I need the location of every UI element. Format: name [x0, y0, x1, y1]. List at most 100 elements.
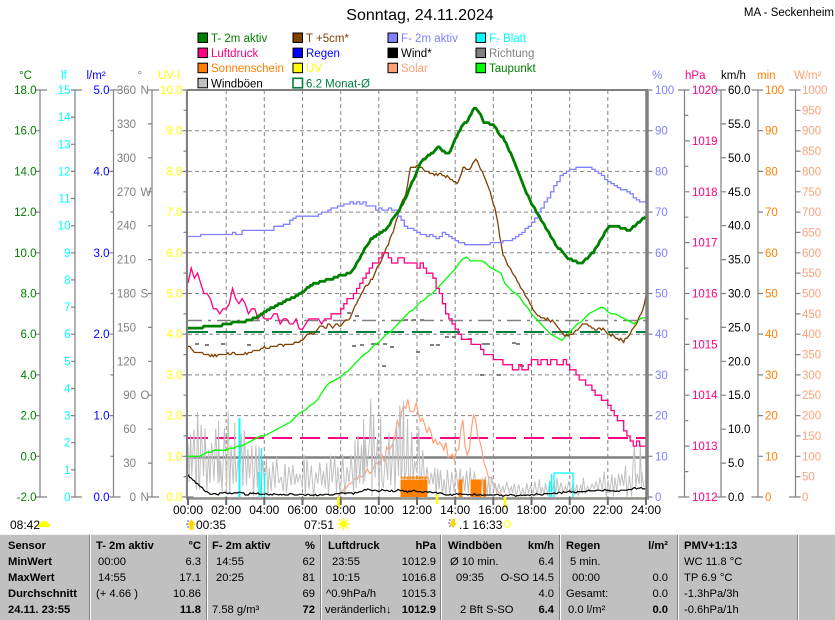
svg-text:Taupunkt: Taupunkt	[489, 63, 536, 75]
svg-text:MA - Seckenheim: MA - Seckenheim	[744, 7, 834, 19]
svg-text:1014: 1014	[692, 390, 718, 402]
svg-text:90: 90	[123, 390, 136, 402]
svg-text:Richtung: Richtung	[489, 48, 534, 60]
svg-text:Sonnenschein: Sonnenschein	[211, 63, 284, 75]
svg-text:1017: 1017	[692, 238, 718, 250]
svg-text:450: 450	[802, 309, 821, 321]
svg-text:1.0: 1.0	[94, 411, 110, 423]
svg-text:07:51: 07:51	[304, 518, 334, 532]
svg-text:240: 240	[117, 221, 136, 233]
svg-text:18.0: 18.0	[14, 85, 36, 97]
svg-text:Luftdruck: Luftdruck	[211, 48, 259, 60]
svg-text:150: 150	[802, 431, 821, 443]
svg-text:100: 100	[655, 85, 674, 97]
svg-text:60: 60	[655, 248, 668, 260]
svg-text:1016: 1016	[692, 289, 718, 301]
svg-text:210: 210	[117, 255, 136, 267]
svg-text:1020: 1020	[692, 85, 718, 97]
svg-text:12: 12	[58, 166, 71, 178]
svg-text:T- 2m aktiv: T- 2m aktiv	[211, 33, 267, 45]
svg-text:70: 70	[655, 207, 668, 219]
svg-text:%: %	[652, 70, 662, 82]
svg-text:40: 40	[655, 329, 668, 341]
svg-text:0: 0	[802, 492, 808, 504]
svg-text:16:00: 16:00	[478, 503, 508, 517]
svg-text:120: 120	[117, 356, 136, 368]
svg-text:km/h: km/h	[721, 70, 746, 82]
svg-text:1013: 1013	[692, 441, 718, 453]
svg-text:5: 5	[64, 356, 70, 368]
svg-text:00:00: 00:00	[173, 503, 203, 517]
svg-text:20.0: 20.0	[728, 356, 750, 368]
svg-text:10.0: 10.0	[14, 248, 36, 260]
svg-text:UV: UV	[306, 63, 322, 75]
svg-text:60: 60	[765, 248, 778, 260]
svg-text:UV-I: UV-I	[158, 70, 180, 82]
svg-text:9: 9	[64, 248, 70, 260]
svg-text:20: 20	[655, 411, 668, 423]
svg-text:500: 500	[802, 289, 821, 301]
svg-text:0: 0	[765, 492, 771, 504]
svg-text:08:42: 08:42	[10, 518, 40, 532]
svg-text:800: 800	[802, 166, 821, 178]
svg-text:0.0: 0.0	[94, 492, 110, 504]
svg-text:0: 0	[130, 492, 136, 504]
svg-text:F- Blatt: F- Blatt	[489, 33, 527, 45]
svg-text:18:00: 18:00	[516, 503, 546, 517]
svg-text:11: 11	[59, 194, 71, 206]
svg-text:650: 650	[802, 227, 821, 239]
svg-text:80: 80	[655, 166, 668, 178]
svg-text:60: 60	[123, 424, 136, 436]
svg-text:15.0: 15.0	[728, 390, 750, 402]
svg-text:8.0: 8.0	[167, 166, 183, 178]
svg-text:350: 350	[802, 350, 821, 362]
svg-text:180: 180	[117, 289, 136, 301]
svg-text:20:00: 20:00	[555, 503, 585, 517]
svg-text:50: 50	[802, 472, 815, 484]
svg-text:02:00: 02:00	[211, 503, 241, 517]
svg-text:360: 360	[117, 85, 136, 97]
svg-text:4.0: 4.0	[21, 370, 37, 382]
svg-text:20: 20	[765, 411, 778, 423]
svg-text:lf: lf	[61, 70, 68, 82]
svg-text:16.0: 16.0	[14, 126, 36, 138]
svg-text:N: N	[141, 492, 149, 504]
svg-text:06:00: 06:00	[287, 503, 317, 517]
svg-text:-2.0: -2.0	[17, 492, 37, 504]
svg-text:200: 200	[802, 411, 821, 423]
svg-text:4.0: 4.0	[167, 329, 183, 341]
svg-text:4.0: 4.0	[94, 166, 110, 178]
svg-text:300: 300	[117, 153, 136, 165]
svg-text:Solar: Solar	[401, 63, 428, 75]
svg-text:12:00: 12:00	[402, 503, 432, 517]
svg-text:40: 40	[765, 329, 778, 341]
svg-text:10: 10	[58, 221, 71, 233]
svg-text:W: W	[141, 187, 152, 199]
svg-text:08:00: 08:00	[326, 503, 356, 517]
svg-text:1: 1	[64, 465, 70, 477]
svg-text:90: 90	[655, 126, 668, 138]
svg-text:400: 400	[802, 329, 821, 341]
svg-text:0: 0	[64, 492, 70, 504]
svg-text:min: min	[757, 70, 776, 82]
svg-text:8: 8	[64, 275, 70, 287]
svg-text:5.0: 5.0	[728, 458, 744, 470]
svg-text:1012: 1012	[692, 492, 718, 504]
svg-text:3: 3	[64, 411, 70, 423]
svg-text:30: 30	[123, 458, 136, 470]
svg-text:.1 16:33: .1 16:33	[459, 518, 503, 532]
svg-text:10: 10	[765, 451, 778, 463]
svg-text:0.0: 0.0	[728, 492, 744, 504]
svg-text:14: 14	[58, 112, 71, 124]
svg-text:04:00: 04:00	[249, 503, 279, 517]
svg-text:0: 0	[655, 492, 661, 504]
svg-text:40.0: 40.0	[728, 221, 750, 233]
svg-text:24:00: 24:00	[631, 503, 661, 517]
svg-text:2.0: 2.0	[21, 411, 37, 423]
svg-text:4: 4	[64, 384, 71, 396]
svg-text:6.0: 6.0	[21, 329, 37, 341]
svg-text:1000: 1000	[802, 85, 828, 97]
svg-text:0.0: 0.0	[21, 451, 37, 463]
svg-text:150: 150	[117, 322, 136, 334]
svg-text:70: 70	[765, 207, 778, 219]
